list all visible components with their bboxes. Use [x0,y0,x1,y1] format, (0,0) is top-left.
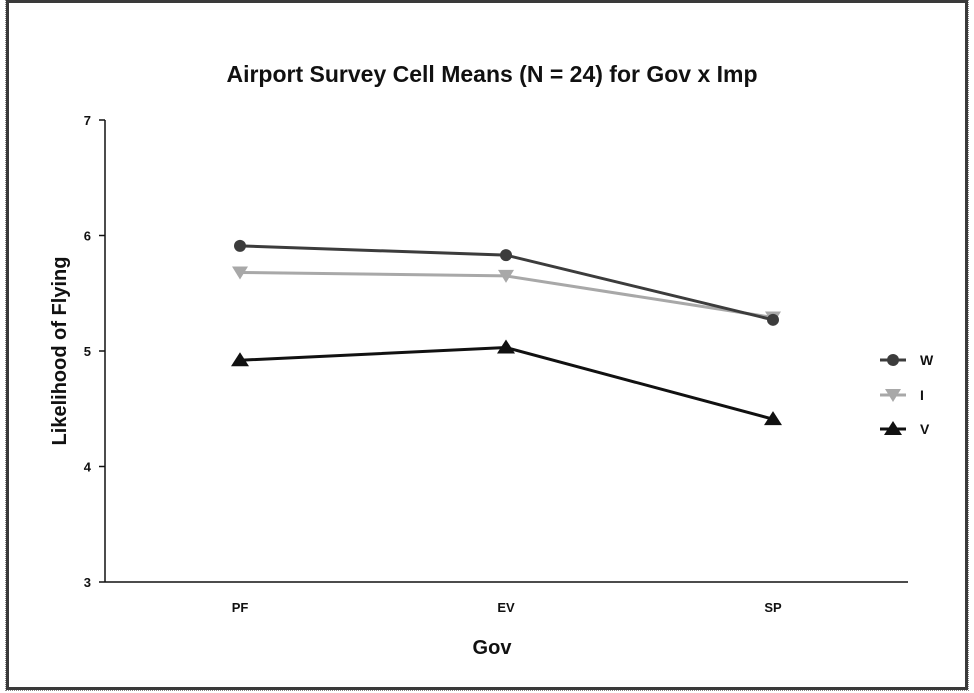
y-axis-label: Likelihood of Flying [49,257,71,446]
legend-marker-i [885,389,901,402]
chart-title: Airport Survey Cell Means (N = 24) for G… [226,61,757,87]
chart-frame [5,0,969,691]
y-tick-label-3: 6 [84,229,91,244]
x-axis-label: Gov [473,637,513,659]
point-i-ev [498,269,514,283]
x-tick-label-1: EV [497,600,515,615]
legend-marker-v [884,421,902,435]
legend-label-v: V [920,421,930,437]
point-w-pf [234,239,246,252]
y-tick-label-2: 5 [84,344,91,359]
point-v-sp [764,411,782,426]
x-tick-label-0: PF [232,600,249,615]
series-line-v [239,346,774,421]
point-i-pf [232,266,248,280]
y-tick-label-4: 7 [84,113,91,128]
legend-marker-w [887,354,899,366]
x-tick-label-2: SP [764,600,782,615]
point-w-sp [767,313,779,326]
y-tick-label-0: 3 [84,575,91,590]
point-v-ev [497,339,515,354]
point-v-pf [231,352,249,367]
legend-label-i: I [920,387,924,403]
legend-label-w: W [920,352,934,368]
y-tick-label-1: 4 [84,460,92,475]
point-w-ev [500,249,512,262]
